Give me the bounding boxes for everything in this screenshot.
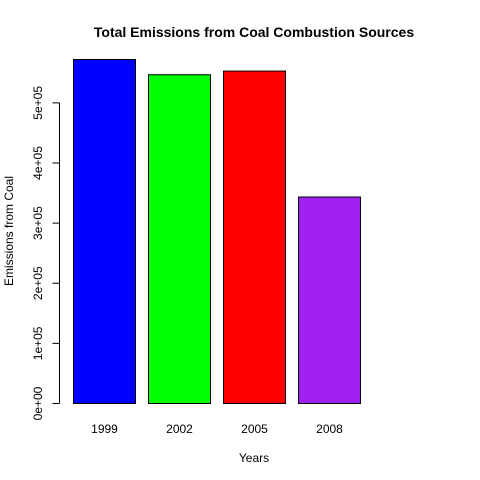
x-tick-labels: 1999 2002 2005 2008 [91, 422, 343, 436]
bar-2005 [223, 70, 286, 404]
bar-2008 [298, 196, 361, 404]
bar-2002 [148, 74, 211, 404]
bars [73, 59, 361, 404]
y-tick-label: 2e+05 [31, 266, 45, 300]
x-tick-label: 2008 [316, 422, 343, 436]
x-tick-label: 1999 [91, 422, 118, 436]
bar-1999 [73, 59, 136, 404]
y-tick-label: 3e+05 [31, 206, 45, 240]
y-axis-label: Emissions from Coal [2, 176, 16, 286]
x-axis-label: Years [239, 451, 269, 465]
y-axis: 0e+00 1e+05 2e+05 3e+05 4e+05 5e+05 [31, 86, 60, 420]
x-tick-label: 2002 [166, 422, 193, 436]
y-tick-label: 1e+05 [31, 326, 45, 360]
y-tick-label: 4e+05 [31, 146, 45, 180]
x-tick-label: 2005 [241, 422, 268, 436]
y-tick-label: 5e+05 [31, 86, 45, 120]
chart-title: Total Emissions from Coal Combustion Sou… [94, 24, 414, 40]
y-tick-label: 0e+00 [31, 386, 45, 420]
